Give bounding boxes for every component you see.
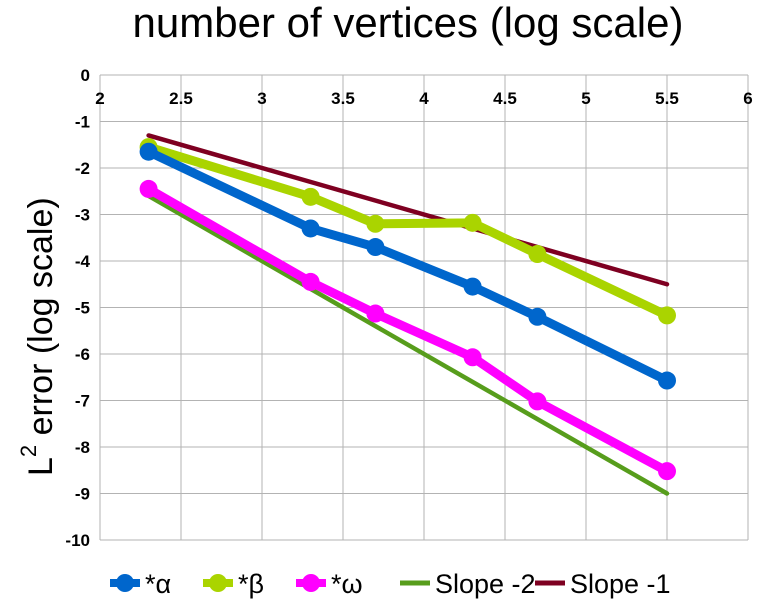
data-point <box>528 245 547 264</box>
x-tick-label: 2.5 <box>169 89 193 108</box>
series-slope1 <box>146 133 670 287</box>
y-tick-label: -10 <box>65 531 90 550</box>
legend-label: Slope -1 <box>570 569 671 599</box>
series-slope2 <box>146 193 670 496</box>
data-point <box>658 462 676 481</box>
legend: *α *β *ω Slope -2 Slope -1 <box>110 569 671 599</box>
data-point <box>528 392 547 411</box>
y-tick-label: -6 <box>75 345 90 364</box>
y-tick-label: 0 <box>81 66 90 85</box>
y-tick-label: -9 <box>75 485 90 504</box>
x-tick-label: 6 <box>743 89 752 108</box>
y-tick-label: -2 <box>75 159 90 178</box>
y-tick-label: -3 <box>75 206 90 225</box>
series-line <box>146 133 670 287</box>
y-tick-label: -4 <box>75 252 91 271</box>
legend-swatch-marker <box>116 574 134 592</box>
data-point <box>366 214 385 233</box>
x-tick-label: 5 <box>581 89 590 108</box>
series-series-0 <box>139 142 676 390</box>
grid <box>99 74 749 541</box>
x-tick-label: 2 <box>95 89 104 108</box>
legend-item: Slope -1 <box>535 569 671 599</box>
data-point <box>139 142 158 161</box>
series-line <box>144 142 672 320</box>
y-tick-label: -7 <box>75 392 90 411</box>
legend-swatch-marker <box>209 574 227 592</box>
legend-item: *ω <box>296 569 363 599</box>
series-line <box>146 193 670 496</box>
data-point <box>301 187 320 206</box>
y-axis-label-main: L <box>22 457 60 476</box>
x-tick-label: 5.5 <box>655 89 679 108</box>
y-tick-label: -8 <box>75 438 90 457</box>
legend-label: Slope -2 <box>435 569 536 599</box>
data-point <box>366 304 385 323</box>
y-axis-label-rest: error (log scale) <box>22 197 60 445</box>
legend-label: *ω <box>331 569 363 599</box>
x-tick-label: 3 <box>257 89 266 108</box>
legend-label: *β <box>238 569 264 599</box>
data-point <box>463 277 482 296</box>
data-point <box>658 371 676 390</box>
series-series-2 <box>139 179 676 481</box>
chart-title: number of vertices (log scale) <box>133 0 684 46</box>
data-point <box>301 219 320 238</box>
x-tick-labels: 2 2.5 3 3.5 4 4.5 5 5.5 6 <box>95 89 752 108</box>
y-axis-label: L2 error (log scale) <box>16 197 60 476</box>
y-tick-labels: 0 -1 -2 -3 -4 -5 -6 -7 -8 -9 -10 <box>65 66 90 550</box>
data-point <box>463 348 482 367</box>
x-tick-label: 4.5 <box>493 89 517 108</box>
y-tick-label: -1 <box>75 113 90 132</box>
y-axis-label-superscript: 2 <box>16 445 41 457</box>
svg-text:L2 error (log scale): L2 error (log scale) <box>16 197 60 476</box>
series-line <box>144 184 672 476</box>
legend-item: *α <box>110 569 171 599</box>
data-point <box>658 306 676 325</box>
data-point <box>366 238 385 257</box>
data-point <box>463 213 482 232</box>
legend-item: Slope -2 <box>400 569 536 599</box>
legend-swatch-marker <box>302 574 320 592</box>
legend-label: *α <box>145 569 171 599</box>
legend-item: *β <box>203 569 264 599</box>
x-tick-label: 3.5 <box>331 89 355 108</box>
x-tick-label: 4 <box>419 89 429 108</box>
data-point <box>139 179 158 198</box>
series-line <box>144 147 672 386</box>
data-point <box>301 272 320 291</box>
series-group <box>139 133 676 496</box>
data-point <box>528 307 547 326</box>
y-tick-label: -5 <box>75 299 90 318</box>
